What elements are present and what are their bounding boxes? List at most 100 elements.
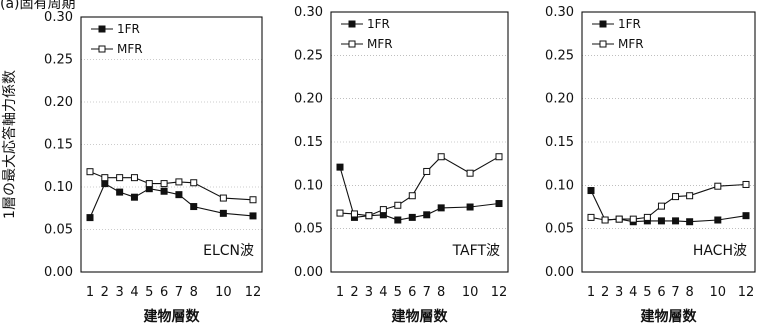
series-MFR [336, 153, 503, 220]
y-tick-label: 0.20 [44, 95, 73, 110]
x-tick-label: 10 [215, 285, 232, 300]
data-point [336, 163, 344, 171]
data-point [495, 153, 503, 161]
legend: 1FR MFR [592, 17, 644, 51]
chart-panel-1: 0.000.050.100.150.200.250.301 2 3 4 5 6 7 8 10 12… [1, 10, 263, 325]
legend-marker [599, 40, 607, 48]
legend-label: MFR [117, 42, 143, 56]
y-tick-label: 0.05 [294, 222, 323, 237]
legend-marker [348, 20, 356, 28]
x-tick-label: 3 [365, 285, 373, 300]
data-point [686, 218, 694, 226]
series-MFR [587, 180, 750, 224]
y-tick-label: 0.20 [294, 92, 323, 107]
data-point [249, 196, 257, 204]
legend-marker [98, 25, 106, 33]
data-point [175, 178, 183, 186]
y-tick-label: 0.15 [545, 135, 574, 150]
data-point [466, 169, 474, 177]
legend-label: MFR [367, 37, 393, 51]
x-tick-label: 4 [629, 285, 637, 300]
data-point [742, 180, 750, 188]
legend-marker [599, 20, 607, 28]
x-tick-label: 12 [738, 285, 755, 300]
data-point [657, 202, 665, 210]
data-point [466, 203, 474, 211]
data-point [495, 200, 503, 208]
data-point [657, 217, 665, 225]
series-line-1FR [590, 190, 747, 223]
legend-label: 1FR [618, 17, 641, 31]
data-point [219, 209, 227, 217]
x-tick-label: 5 [145, 285, 153, 300]
x-tick-label: 3 [115, 285, 123, 300]
legend-label: 1FR [117, 22, 140, 36]
x-tick-label: 2 [601, 285, 609, 300]
data-point [160, 180, 168, 188]
data-point [437, 204, 445, 212]
data-point [394, 201, 402, 209]
data-point [437, 153, 445, 161]
data-point [423, 167, 431, 175]
y-tick-label: 0.05 [545, 222, 574, 237]
legend-label: 1FR [367, 17, 390, 31]
plot-frame [330, 11, 509, 273]
data-point [408, 213, 416, 221]
data-point [672, 217, 680, 225]
x-tick-label: 10 [710, 285, 727, 300]
data-point [190, 203, 198, 211]
data-point [219, 194, 227, 202]
plot-frame [581, 11, 756, 273]
y-tick-label: 0.15 [294, 135, 323, 150]
y-tick-label: 0.10 [294, 178, 323, 193]
data-point [86, 214, 94, 222]
y-tick-label: 0.25 [44, 53, 73, 68]
x-tick-label: 12 [491, 285, 508, 300]
corner-label: (a)固有周期 [0, 0, 76, 12]
legend-marker [348, 40, 356, 48]
x-tick-label: 5 [643, 285, 651, 300]
data-point [587, 187, 595, 195]
data-point [672, 193, 680, 201]
data-point [394, 216, 402, 224]
plot-frame [80, 16, 263, 273]
x-axis-label: 建物層数 [144, 308, 201, 325]
data-point [714, 216, 722, 224]
data-point [175, 191, 183, 199]
data-point [686, 192, 694, 200]
y-tick-label: 0.30 [545, 5, 574, 20]
wave-label: HACH波 [693, 243, 747, 259]
data-point [714, 182, 722, 190]
data-point [615, 215, 623, 223]
data-point [423, 211, 431, 219]
data-point [587, 213, 595, 221]
y-tick-label: 0.20 [545, 92, 574, 107]
legend-label: MFR [618, 37, 644, 51]
x-tick-label: 1 [336, 285, 344, 300]
x-tick-label: 7 [175, 285, 183, 300]
data-point [350, 210, 358, 218]
data-point [160, 187, 168, 195]
y-tick-label: 0.25 [545, 48, 574, 63]
x-tick-label: 6 [657, 285, 665, 300]
y-tick-label: 0.10 [545, 178, 574, 193]
x-tick-label: 8 [437, 285, 445, 300]
data-point [145, 180, 153, 188]
series-MFR [86, 168, 257, 204]
x-tick-label: 8 [190, 285, 198, 300]
y-tick-label: 0.25 [294, 48, 323, 63]
data-point [190, 179, 198, 187]
data-point [643, 213, 651, 221]
chart-panel-3: 0.000.050.100.150.200.250.301 2 3 4 5 6 7 8 10 12… [545, 5, 756, 325]
y-tick-label: 0.00 [44, 265, 73, 280]
series-line-1FR [339, 166, 500, 221]
x-tick-label: 5 [394, 285, 402, 300]
y-axis-label: 1層の最大応答軸力係数 [1, 70, 18, 219]
x-tick-label: 1 [587, 285, 595, 300]
legend-marker [98, 45, 106, 53]
series-line-MFR [89, 171, 254, 201]
charts-container: 0.000.050.100.150.200.250.301 2 3 4 5 6 7 8 10 12… [1, 5, 756, 325]
x-tick-label: 7 [423, 285, 431, 300]
data-point [379, 206, 387, 214]
data-point [408, 192, 416, 200]
